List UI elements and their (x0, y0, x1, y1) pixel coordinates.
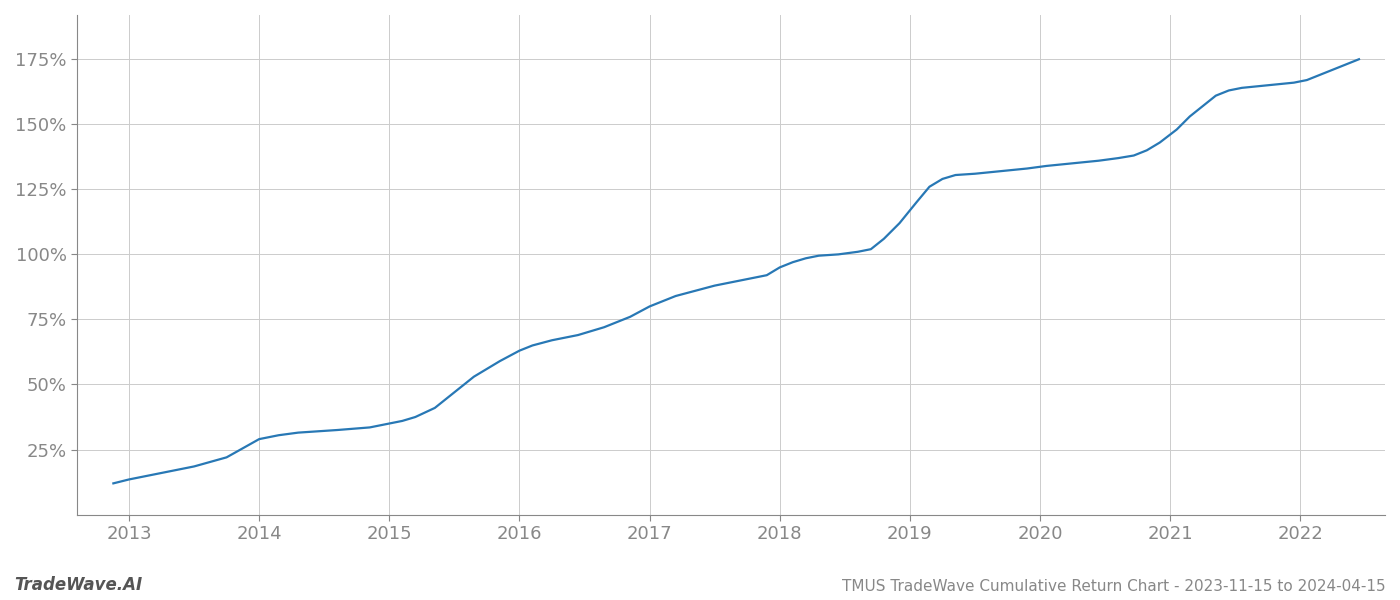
Text: TradeWave.AI: TradeWave.AI (14, 576, 143, 594)
Text: TMUS TradeWave Cumulative Return Chart - 2023-11-15 to 2024-04-15: TMUS TradeWave Cumulative Return Chart -… (843, 579, 1386, 594)
